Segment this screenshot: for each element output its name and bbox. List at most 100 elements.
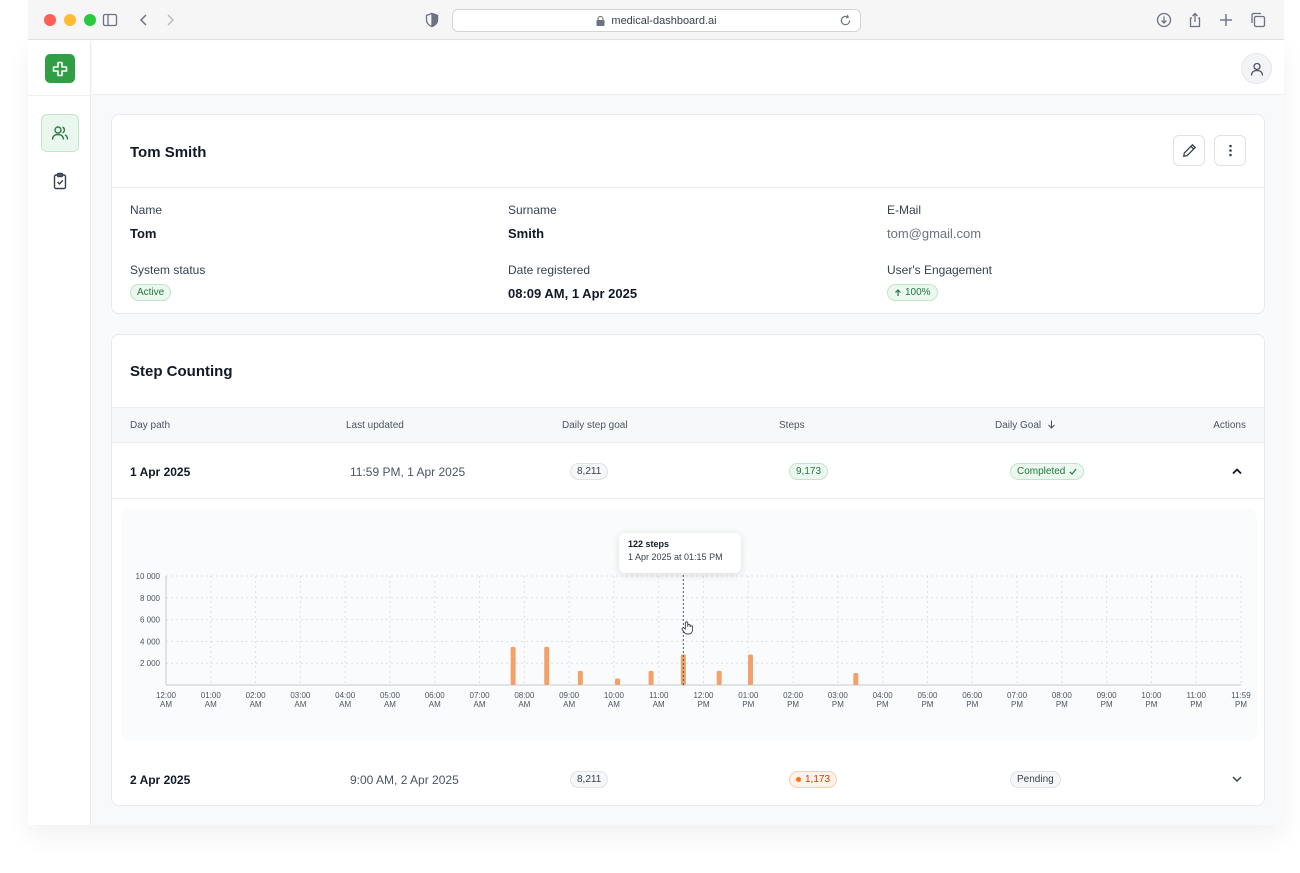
chart-bar [853,673,859,685]
forward-icon[interactable] [162,12,178,28]
col-daily-goal[interactable]: Daily Goal [995,420,1056,431]
table-row[interactable]: 2 Apr 2025 9:00 AM, 2 Apr 2025 8,211 1,1… [112,751,1264,805]
name-label: Name [130,203,163,217]
x-tick-label: PM [966,700,978,709]
x-tick-label: AM [653,700,665,709]
hand-cursor-icon [681,621,693,635]
row-last-updated: 9:00 AM, 2 Apr 2025 [350,773,459,787]
chart-bar [748,654,754,685]
tooltip-steps: 122 steps [628,539,670,549]
row-goal-pill: 8,211 [570,771,609,788]
check-icon [1069,468,1077,475]
chart-bar [615,678,620,685]
row-steps-value: 9,173 [796,466,822,477]
users-icon [51,126,69,140]
medical-cross-icon [52,61,68,76]
profile-title: Tom Smith [130,144,207,161]
steps-chart: 10 000 8 000 6 000 4 000 2 000 12:00 AM 01:00 AM… [121,509,1257,741]
row-steps-pill: 9,173 [789,463,829,480]
row-last-updated: 11:59 PM, 1 Apr 2025 [350,465,466,479]
back-icon[interactable] [136,12,152,28]
pencil-icon [1182,143,1196,157]
surname-value: Smith [508,226,545,241]
surname-label: Surname [508,203,557,217]
row-day: 2 Apr 2025 [130,773,191,787]
x-tick-label: AM [384,700,396,709]
share-icon[interactable] [1187,12,1203,28]
sidebar-toggle-icon[interactable] [102,12,118,28]
y-tick-label: 4 000 [140,637,161,646]
x-tick-label: 02:00 [783,691,804,700]
new-tab-icon[interactable] [1218,12,1234,28]
x-tick-label: 05:00 [917,691,938,700]
y-tick-label: 10 000 [136,572,161,581]
y-tick-label: 6 000 [140,616,161,625]
x-tick-label: PM [1101,700,1113,709]
step-counting-title: Step Counting [130,363,233,380]
x-tick-label: 08:00 [514,691,535,700]
table-header: Day path Last updated Daily step goal St… [112,407,1264,443]
expand-chevron-down-icon[interactable] [1230,772,1244,786]
x-tick-label: AM [205,700,217,709]
x-tick-label: 04:00 [873,691,894,700]
x-tick-label: PM [698,700,710,709]
x-tick-label: PM [1235,700,1247,709]
name-value: Tom [130,226,157,241]
x-tick-label: 11:00 [649,691,669,700]
x-tick-label: 04:00 [335,691,356,700]
collapse-chevron-up-icon[interactable] [1230,464,1244,478]
row-day: 1 Apr 2025 [130,465,191,479]
more-options-button[interactable] [1214,135,1246,166]
arrow-up-icon [895,288,901,296]
x-tick-label: 07:00 [1007,691,1028,700]
x-tick-label: PM [877,700,889,709]
x-tick-label: PM [832,700,844,709]
minimize-window-button[interactable] [64,14,76,26]
sidebar-item-tasks[interactable] [41,162,79,200]
sidebar-item-users[interactable] [41,114,79,152]
date-registered-value: 08:09 AM, 1 Apr 2025 [508,286,638,301]
x-tick-label: AM [339,700,351,709]
col-actions: Actions [1213,420,1246,431]
zoom-window-button[interactable] [84,14,96,26]
row-status-badge: Pending [1010,771,1061,788]
browser-toolbar: medical-dashboard.ai [28,0,1284,40]
address-bar[interactable]: medical-dashboard.ai [452,9,861,32]
more-vertical-icon [1228,144,1232,157]
engagement-badge-text: 100% [905,287,931,298]
chart-bar [510,646,516,685]
x-tick-label: PM [1190,700,1202,709]
app-logo[interactable] [45,54,75,83]
user-avatar-button[interactable] [1241,53,1272,84]
x-tick-label: 09:00 [1097,691,1118,700]
engagement-badge: 100% [887,284,938,301]
x-tick-label: AM [294,700,306,709]
reload-icon[interactable] [839,14,852,27]
profile-divider [112,187,1264,188]
x-tick-label: 09:00 [559,691,580,700]
x-tick-label: AM [563,700,575,709]
y-tick-label: 8 000 [140,594,161,603]
tab-overview-icon[interactable] [1250,12,1266,28]
step-counting-card: Step Counting Day path Last updated Dail… [111,334,1265,806]
table-row[interactable]: 1 Apr 2025 11:59 PM, 1 Apr 2025 8,211 9,… [112,443,1264,499]
x-tick-label: 03:00 [290,691,311,700]
row-status-text: Pending [1017,774,1054,785]
row-status-text: Completed [1017,466,1066,477]
sort-arrow-down-icon [1048,420,1055,429]
x-tick-label: 06:00 [962,691,983,700]
edit-button[interactable] [1173,135,1205,166]
col-last-updated: Last updated [346,420,404,431]
close-window-button[interactable] [44,14,56,26]
lock-icon [596,15,605,26]
x-tick-label: AM [429,700,441,709]
privacy-shield-icon[interactable] [424,12,440,28]
row-goal-pill: 8,211 [570,463,609,480]
col-daily-goal-label: Daily Goal [995,420,1042,431]
sidebar-divider [28,95,91,96]
x-tick-label: AM [160,700,172,709]
downloads-icon[interactable] [1156,12,1172,28]
row-steps-pill: 1,173 [789,771,838,788]
row-steps-value: 1,173 [805,774,831,785]
x-tick-label: PM [921,700,933,709]
